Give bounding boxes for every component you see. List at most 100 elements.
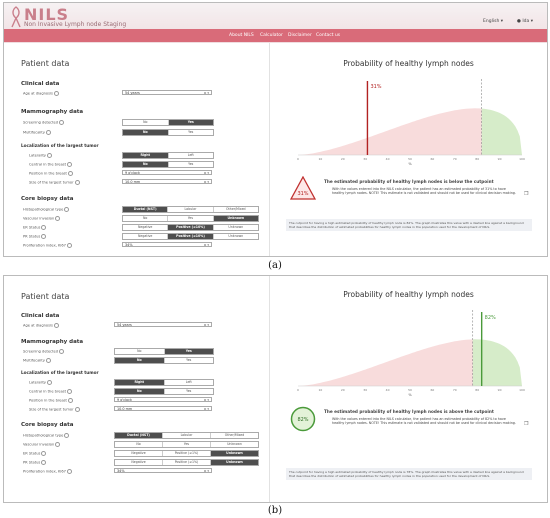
histo-label: Histopathological type [23, 207, 70, 212]
size-input[interactable]: 10.0 mm ⊗ ▾ [114, 406, 212, 411]
vascular-toggle[interactable]: No Yes Unknown [114, 441, 259, 448]
x-tick-label: 80 [475, 388, 479, 392]
vascular-label: Vascular invasion [23, 442, 61, 447]
x-tick-label: 90 [498, 157, 502, 161]
pr-label: PR Status [23, 460, 47, 465]
ribbon-logo-icon [11, 6, 21, 28]
size-label: Size of the largest tumor [29, 407, 80, 412]
age-input[interactable]: 54 years ⊗ ▾ [122, 90, 212, 95]
estimate-label: 31% [370, 84, 381, 90]
vascular-label: Vascular invasion [23, 216, 61, 221]
central-toggle[interactable]: No Yes [114, 388, 214, 395]
cutpoint-note: The cutpoint for having a high estimated… [286, 468, 532, 480]
position-label: Position in the breast [29, 398, 73, 403]
pr-label: PR Status [23, 234, 47, 239]
largest-tumor-heading: Localization of the largest tumor [21, 143, 99, 148]
user-label: Ida [522, 19, 530, 24]
x-tick-label: 20 [341, 388, 345, 392]
nav-disclaimer[interactable]: Disclaimer [288, 33, 312, 38]
nav-about[interactable]: About NILS [229, 33, 254, 38]
navbar: About NILS Calculator Disclaimer Contact… [4, 29, 547, 42]
x-tick-label: 30 [363, 388, 367, 392]
language-select[interactable]: English ▾ [483, 19, 503, 24]
mammography-heading: Mammography data [21, 339, 84, 345]
nav-contact[interactable]: Contact us [316, 33, 341, 38]
x-tick-label: 40 [386, 157, 390, 161]
x-tick-label: 50 [408, 388, 412, 392]
x-tick-label: 50 [408, 157, 412, 161]
central-label: Central in the breast [29, 162, 73, 167]
histo-toggle[interactable]: Ductal (NST) Lobular Other/Mixed [114, 432, 259, 439]
ki67-input[interactable]: 34% ⊗ ▾ [122, 242, 212, 247]
pr-toggle[interactable]: Negative Positive (≥1%) Unknown [114, 459, 259, 466]
ki67-label: Proliferation index, Ki67 [23, 469, 72, 474]
laterality-label: Laterality [29, 153, 53, 158]
warning-triangle-icon: 31% [290, 176, 316, 200]
er-toggle[interactable]: Negative Positive (≥1%) Unknown [114, 450, 259, 457]
central-toggle[interactable]: No Yes [122, 161, 214, 168]
position-select[interactable]: 9 o'clock ⊗ ▾ [122, 170, 212, 175]
x-tick-label: 30 [363, 157, 367, 161]
age-label: Age at diagnosis [23, 323, 59, 328]
user-menu[interactable]: ● Ida ▾ [516, 19, 533, 24]
result-headline: The estimated probability of healthy lym… [324, 409, 494, 414]
position-select[interactable]: 9 o'clock ⊗ ▾ [114, 397, 212, 402]
age-input[interactable]: 54 years ⊗ ▾ [114, 322, 212, 327]
laterality-toggle[interactable]: Right Left [122, 152, 214, 159]
result-body: With the values entered into the NILS ca… [332, 187, 516, 196]
clinical-heading: Clinical data [21, 313, 60, 319]
pr-toggle[interactable]: Negative Positive (≥10%) Unknown [122, 233, 259, 240]
estimate-label: 82% [485, 315, 496, 321]
screening-toggle[interactable]: No Yes [122, 119, 214, 126]
app-name: NILS [24, 5, 70, 24]
screenshot-b: Patient data Clinical data Age at diagno… [3, 275, 548, 503]
er-toggle[interactable]: Negative Positive (≥10%) Unknown [122, 224, 259, 231]
multifocality-toggle[interactable]: No Yes [114, 357, 214, 364]
x-tick-label: 60 [430, 157, 434, 161]
chart-title: Probability of healthy lymph nodes [343, 59, 474, 68]
screening-toggle[interactable]: No Yes [114, 348, 214, 355]
chart-title: Probability of healthy lymph nodes [343, 290, 474, 299]
multifocality-label: Multifocality [23, 130, 51, 135]
page-title: Patient data [21, 292, 70, 301]
user-icon: ● [516, 19, 521, 24]
ki67-input[interactable]: 34% ⊗ ▾ [114, 468, 212, 473]
multifocality-toggle[interactable]: No Yes [122, 129, 214, 136]
x-tick-label: 60 [430, 388, 434, 392]
above-cutpoint-area [481, 108, 522, 155]
header: NILS Non Invasive Lymph node Staging Eng… [4, 3, 547, 43]
result-badge: 31% [297, 191, 308, 197]
central-label: Central in the breast [29, 389, 73, 394]
largest-tumor-heading: Localization of the largest tumor [21, 370, 99, 375]
copy-icon[interactable]: ❐ [524, 421, 529, 427]
caption-a: (a) [268, 260, 282, 271]
ki67-label: Proliferation index, Ki67 [23, 243, 72, 248]
vascular-toggle[interactable]: No Yes Unknown [122, 215, 259, 222]
copy-icon[interactable]: ❐ [524, 191, 529, 197]
x-tick-label: 100 [519, 388, 525, 392]
biopsy-heading: Core biopsy data [21, 196, 74, 202]
result-panel: Probability of healthy lymph nodes 82% 0 1… [269, 276, 547, 502]
patient-form: Patient data Clinical data Age at diagno… [4, 276, 269, 502]
below-cutpoint-area [298, 108, 482, 155]
caption-b: (b) [267, 505, 283, 516]
er-label: ER Status [23, 225, 47, 230]
screenshot-a: NILS Non Invasive Lymph node Staging Eng… [3, 2, 548, 257]
above-cutpoint-area [472, 339, 522, 386]
result-headline: The estimated probability of healthy lym… [324, 179, 494, 184]
age-label: Age at diagnosis [23, 91, 59, 96]
nav-calculator[interactable]: Calculator [260, 33, 283, 38]
patient-form: Patient data Clinical data Age at diagno… [4, 43, 269, 256]
success-circle-icon: 82% [290, 406, 316, 432]
histo-toggle[interactable]: Ductal (NST) Lobular Other/Mixed [122, 206, 259, 213]
result-body: With the values entered into the NILS ca… [332, 417, 516, 426]
x-tick-label: 80 [475, 157, 479, 161]
multifocality-label: Multifocality [23, 358, 51, 363]
app-subtitle: Non Invasive Lymph node Staging [24, 21, 127, 28]
x-tick-label: 20 [341, 157, 345, 161]
result-badge: 82% [297, 417, 308, 423]
laterality-toggle[interactable]: Right Left [114, 379, 214, 386]
position-label: Position in the breast [29, 171, 73, 176]
result-panel: Probability of healthy lymph nodes 31% 0 1… [269, 43, 547, 256]
size-input[interactable]: 10.0 mm ⊗ ▾ [122, 179, 212, 184]
